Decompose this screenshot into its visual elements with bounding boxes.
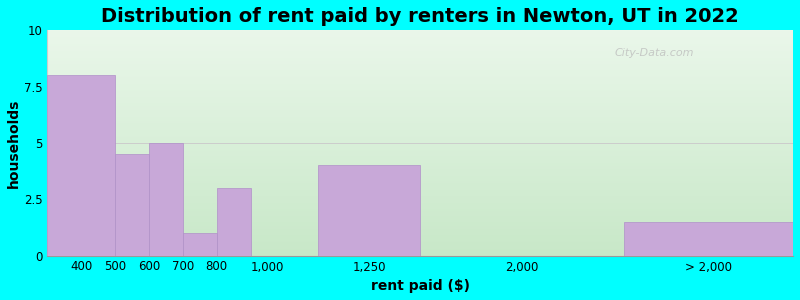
Text: City-Data.com: City-Data.com (614, 48, 694, 58)
X-axis label: rent paid ($): rent paid ($) (370, 279, 470, 293)
Bar (623, 222, 793, 256)
Bar (217, 188, 250, 256)
Bar (47, 75, 115, 256)
Bar (115, 154, 149, 256)
Bar (183, 233, 217, 256)
Bar (149, 143, 183, 256)
Title: Distribution of rent paid by renters in Newton, UT in 2022: Distribution of rent paid by renters in … (102, 7, 739, 26)
Bar (318, 166, 420, 256)
Y-axis label: households: households (7, 98, 21, 188)
